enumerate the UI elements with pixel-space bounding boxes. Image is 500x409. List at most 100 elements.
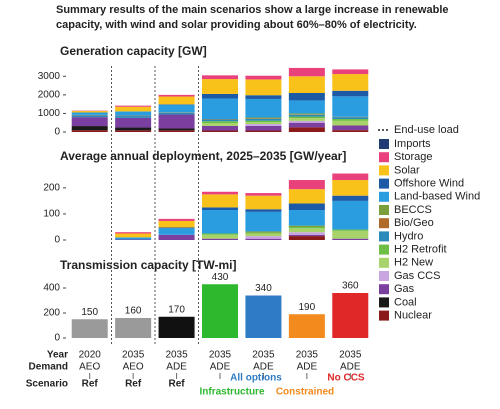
y-tick-label: 3000	[38, 71, 61, 82]
bar-segment	[202, 119, 238, 122]
value-label: 340	[255, 283, 272, 294]
bar-segment	[288, 226, 325, 229]
bar-segment	[245, 238, 282, 240]
column-scenario: Ref	[169, 379, 186, 390]
row-label: Year	[47, 350, 68, 361]
legend-label: Offshore Wind	[394, 178, 464, 190]
bar-segment	[332, 69, 369, 75]
bar-segment	[288, 122, 325, 128]
panel-title: Average annual deployment, 2025–2035 [GW…	[60, 149, 346, 163]
bar-segment	[245, 124, 282, 126]
bar-segment	[288, 100, 325, 114]
legend-label: Solar	[394, 164, 420, 176]
bar-segment	[245, 195, 282, 210]
y-tick-label: 0	[54, 333, 60, 344]
figure-title: capacity, with wind and solar providing …	[56, 19, 417, 31]
column-year: 2020	[79, 350, 102, 361]
bar-segment	[288, 189, 325, 204]
value-label: 160	[125, 306, 142, 317]
bar-segment	[332, 74, 369, 91]
column-scenario: Ref	[82, 379, 99, 390]
panel-title: Generation capacity [GW]	[60, 44, 207, 58]
bar-segment	[245, 130, 282, 132]
bar-segment	[332, 238, 369, 240]
bar-segment	[245, 118, 282, 121]
column-year: 2035	[122, 350, 145, 361]
bar-segment	[202, 207, 238, 211]
bar-segment	[71, 117, 108, 127]
bar-segment	[71, 111, 108, 113]
bar-segment	[158, 112, 195, 115]
bar-segment	[245, 211, 282, 232]
bar-segment	[245, 125, 282, 131]
bar-segment	[245, 120, 282, 123]
column-demand: ADE	[166, 362, 187, 373]
bar-segment	[245, 233, 282, 237]
legend-label: Gas	[394, 283, 415, 295]
legend-swatch	[379, 139, 389, 149]
bar-segment	[245, 79, 282, 96]
bar	[115, 318, 152, 338]
bar-segment	[245, 232, 282, 234]
bar-segment	[158, 96, 195, 105]
separators	[111, 66, 199, 345]
bar-segment	[332, 195, 369, 201]
bar-segment	[288, 225, 325, 227]
bar-segment	[115, 232, 152, 234]
legend-label: BECCS	[394, 204, 432, 216]
bar-segment	[288, 180, 325, 190]
legend-label: H2 New	[394, 257, 433, 269]
bar-segment	[115, 233, 152, 238]
bar-segment	[202, 121, 238, 124]
bar-segment	[288, 228, 325, 233]
bar-segment	[245, 209, 282, 212]
value-label: 170	[168, 304, 185, 315]
bar-segment	[202, 194, 238, 208]
bar-segment	[115, 127, 152, 131]
bar	[332, 293, 369, 338]
legend-swatch	[379, 218, 389, 229]
legend-label: Imports	[394, 138, 431, 150]
bar-segment	[332, 230, 369, 239]
bar-segment	[71, 126, 108, 131]
column-scenario: Ref	[125, 379, 142, 390]
column-year: 2035	[339, 350, 362, 361]
bar-segment	[115, 117, 152, 128]
column-demand: AEO	[79, 362, 100, 373]
bar-segment	[115, 237, 152, 240]
legend-swatch	[379, 152, 389, 163]
bar-segment	[115, 105, 152, 107]
bar-segment	[202, 125, 238, 131]
column-demand: ADE	[253, 362, 274, 373]
legend-label: Hydro	[394, 230, 423, 242]
legend-swatch	[379, 297, 389, 308]
row-label: Scenario	[26, 379, 68, 390]
legend-label: Land-based Wind	[394, 191, 480, 203]
bar-segment	[115, 130, 152, 132]
y-tick-label: 2000	[38, 89, 61, 100]
bar-segment	[202, 93, 238, 99]
legend-swatch	[379, 310, 389, 321]
bar-segment	[332, 90, 369, 97]
bar-segment	[115, 239, 152, 240]
y-tick-label: 400	[43, 283, 60, 294]
row-label: Demand	[29, 362, 68, 373]
column-year: 2035	[252, 350, 275, 361]
bar-segment	[158, 104, 195, 113]
bar-segment	[332, 180, 369, 196]
value-label: 190	[299, 302, 316, 313]
bar-segment	[332, 117, 369, 119]
bar-segment	[245, 231, 282, 233]
bar-segment	[115, 116, 152, 118]
bar-segment	[288, 93, 325, 101]
bar-segment	[245, 75, 282, 80]
scenario-group: No CCS	[327, 373, 365, 384]
legend-label: Storage	[394, 151, 433, 163]
bar-segment	[202, 233, 238, 235]
legend-swatch	[379, 165, 389, 176]
legend-swatch	[379, 205, 389, 215]
bar-segment	[158, 234, 195, 240]
bar-segment	[245, 236, 282, 239]
legend-swatch	[379, 271, 389, 281]
